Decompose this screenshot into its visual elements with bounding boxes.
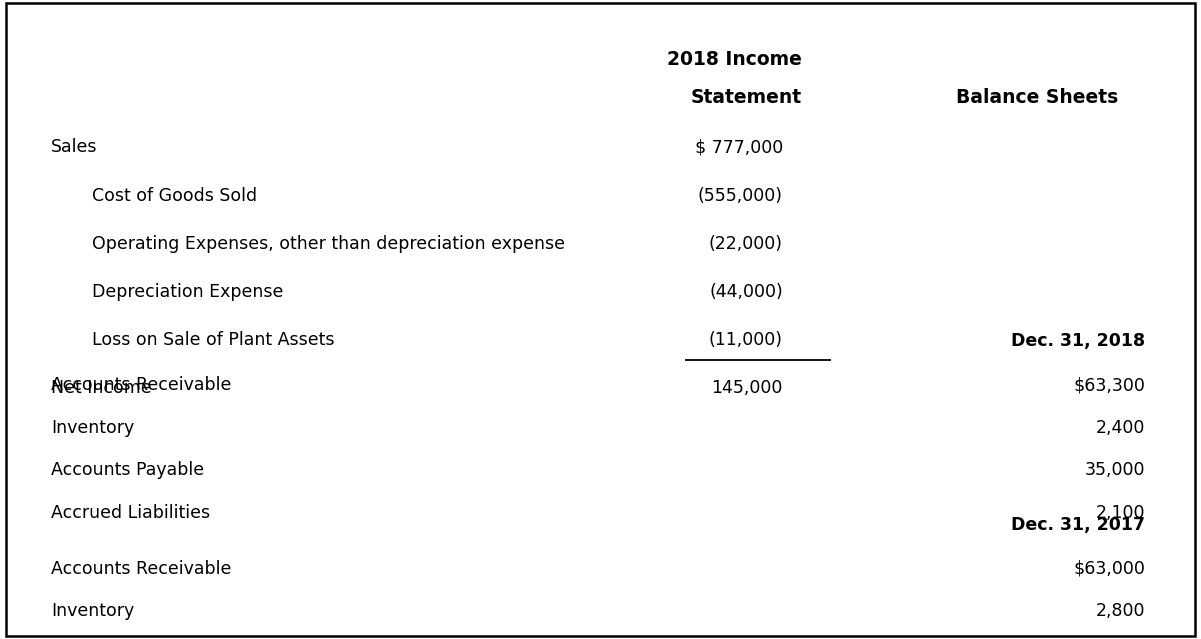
Text: Dec. 31, 2018: Dec. 31, 2018 xyxy=(1011,332,1146,350)
Text: $63,000: $63,000 xyxy=(1074,560,1146,578)
Text: 2,800: 2,800 xyxy=(1097,603,1146,620)
Text: (22,000): (22,000) xyxy=(709,235,783,253)
Text: $63,300: $63,300 xyxy=(1074,376,1146,394)
Text: Loss on Sale of Plant Assets: Loss on Sale of Plant Assets xyxy=(92,331,335,349)
Text: Cost of Goods Sold: Cost of Goods Sold xyxy=(92,187,257,204)
Text: 145,000: 145,000 xyxy=(711,380,783,397)
Text: Operating Expenses, other than depreciation expense: Operating Expenses, other than depreciat… xyxy=(92,235,564,253)
Text: Accounts Receivable: Accounts Receivable xyxy=(50,560,232,578)
Text: Net Income: Net Income xyxy=(50,380,151,397)
Text: Depreciation Expense: Depreciation Expense xyxy=(92,283,283,301)
Text: $ 777,000: $ 777,000 xyxy=(694,138,783,157)
Text: 35,000: 35,000 xyxy=(1085,461,1146,479)
Text: Inventory: Inventory xyxy=(50,603,135,620)
Text: Dec. 31, 2017: Dec. 31, 2017 xyxy=(1011,516,1146,534)
Text: (555,000): (555,000) xyxy=(698,187,783,204)
Text: Statement: Statement xyxy=(691,88,802,107)
Text: 2018 Income: 2018 Income xyxy=(668,50,802,69)
Text: Sales: Sales xyxy=(50,138,97,157)
Text: 2,100: 2,100 xyxy=(1097,504,1146,522)
Text: Balance Sheets: Balance Sheets xyxy=(956,88,1118,107)
Text: (44,000): (44,000) xyxy=(709,283,783,301)
Text: Accrued Liabilities: Accrued Liabilities xyxy=(50,504,210,522)
Text: (11,000): (11,000) xyxy=(709,331,783,349)
Text: 2,400: 2,400 xyxy=(1097,419,1146,437)
Text: Accounts Payable: Accounts Payable xyxy=(50,461,204,479)
Text: Accounts Receivable: Accounts Receivable xyxy=(50,376,232,394)
Text: Inventory: Inventory xyxy=(50,419,135,437)
